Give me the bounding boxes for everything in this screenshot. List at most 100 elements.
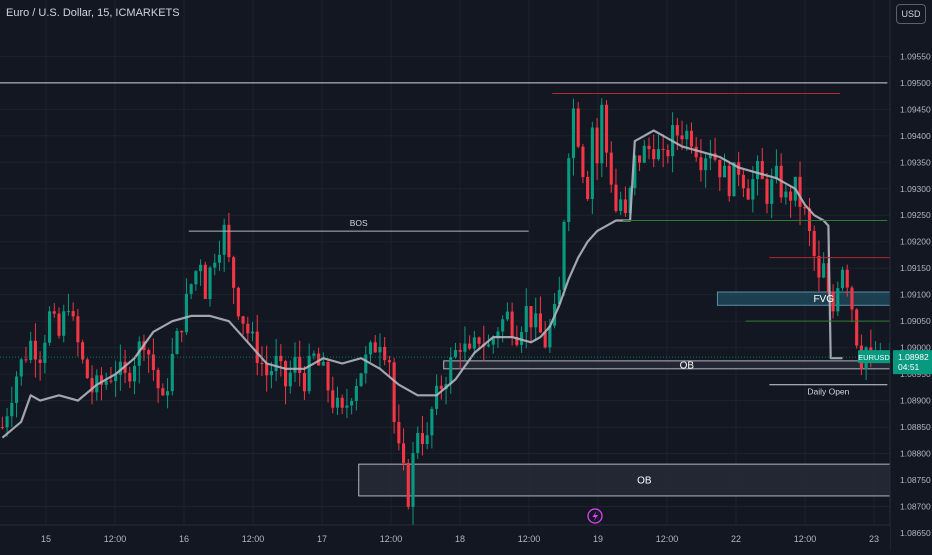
candle-body <box>468 343 472 349</box>
candle-body <box>38 359 42 363</box>
candle-body <box>746 188 750 200</box>
candle-body <box>472 337 476 349</box>
candle-body <box>180 330 184 333</box>
candle-body <box>722 165 727 178</box>
candle-body <box>335 397 340 408</box>
candle-body <box>307 355 311 392</box>
candle-body <box>534 313 538 328</box>
candle-body <box>505 311 509 320</box>
candle-body <box>392 362 396 422</box>
candle-body <box>114 374 118 382</box>
price-tick-label: 1.09200 <box>900 237 931 247</box>
price-tick-label: 1.08700 <box>900 502 931 512</box>
price-tick-label: 1.08800 <box>900 449 931 459</box>
candle-body <box>765 179 769 204</box>
time-tick-label: 23 <box>869 534 879 544</box>
candle-body <box>90 378 94 393</box>
candle-body <box>66 311 70 313</box>
candle-body <box>288 372 292 387</box>
price-axis[interactable] <box>890 0 932 550</box>
currency-button[interactable]: USD <box>896 4 926 24</box>
candle-body <box>81 342 85 360</box>
candle-body <box>855 309 859 346</box>
candle-body <box>666 149 670 157</box>
candle-body <box>274 355 278 372</box>
time-tick-label: 17 <box>317 534 327 544</box>
candle-body <box>548 325 552 348</box>
candle-body <box>14 376 19 403</box>
candle-body <box>661 149 665 151</box>
candle-body <box>166 391 170 396</box>
candle-body <box>217 254 222 263</box>
candle-body <box>524 306 528 333</box>
candle-body <box>85 359 89 379</box>
candle-body <box>538 313 542 333</box>
candle-body <box>586 177 590 200</box>
price-tick-label: 1.09350 <box>900 157 931 167</box>
time-tick-label: 12:00 <box>242 534 265 544</box>
candle-body <box>652 149 656 160</box>
candle-body <box>161 388 165 396</box>
ob-zone-label: OB <box>680 360 695 371</box>
candle-body <box>345 405 349 408</box>
candle-body <box>0 427 4 429</box>
candle-body <box>246 323 250 334</box>
candle-body <box>397 421 401 444</box>
price-tick-label: 1.09050 <box>900 316 931 326</box>
candle-body <box>453 350 458 358</box>
moving-average-line <box>1 129 843 439</box>
candle-body <box>208 267 212 300</box>
candle-body <box>147 350 151 355</box>
candle-body <box>727 165 731 197</box>
candle-body <box>807 208 812 232</box>
lightning-icon[interactable] <box>587 508 603 524</box>
candle-body <box>581 146 585 178</box>
fvg-zone-label: FVG <box>813 294 834 305</box>
candle-body <box>317 353 321 366</box>
candle-body <box>354 386 358 401</box>
candle-body <box>623 199 627 214</box>
candle-body <box>175 330 179 354</box>
candle-body <box>590 127 594 200</box>
candle-body <box>689 130 694 147</box>
candle-body <box>694 146 698 158</box>
candle-body <box>118 361 122 375</box>
ob-zone[interactable] <box>358 463 891 497</box>
candle-body <box>600 104 604 164</box>
time-tick-label: 19 <box>593 534 603 544</box>
daily-open-label: Daily Open <box>807 387 849 397</box>
candle-body <box>836 288 840 312</box>
last-price-value: 1.08982 <box>898 352 929 362</box>
candle-body <box>350 400 354 406</box>
symbol-tag <box>858 350 890 364</box>
time-tick-label: 12:00 <box>104 534 127 544</box>
fvg-zone[interactable] <box>716 291 891 306</box>
candle-body <box>29 340 33 360</box>
candle-body <box>840 269 845 289</box>
candle-body <box>420 433 424 445</box>
candle-body <box>430 408 434 436</box>
candle-body <box>656 149 660 160</box>
candle-body <box>486 344 491 347</box>
lightning-icon-bolt <box>592 511 598 522</box>
candle-body <box>279 355 283 362</box>
price-tick-label: 1.09100 <box>900 290 931 300</box>
candle-body <box>529 306 533 328</box>
candle-body <box>638 155 642 163</box>
candle-body <box>496 331 500 339</box>
candle-body <box>543 332 547 348</box>
time-tick-label: 12:00 <box>518 534 541 544</box>
candle-body <box>203 264 207 300</box>
candle-body <box>831 292 835 312</box>
candle-body <box>99 375 104 385</box>
candle-body <box>614 184 618 211</box>
candle-body <box>760 160 764 180</box>
time-axis[interactable] <box>0 525 890 550</box>
ob-zone[interactable] <box>443 360 891 370</box>
candle-body <box>71 311 75 317</box>
time-tick-label: 18 <box>455 534 465 544</box>
symbol-tag-label: EURUSD <box>858 353 890 362</box>
candle-body <box>850 287 854 310</box>
